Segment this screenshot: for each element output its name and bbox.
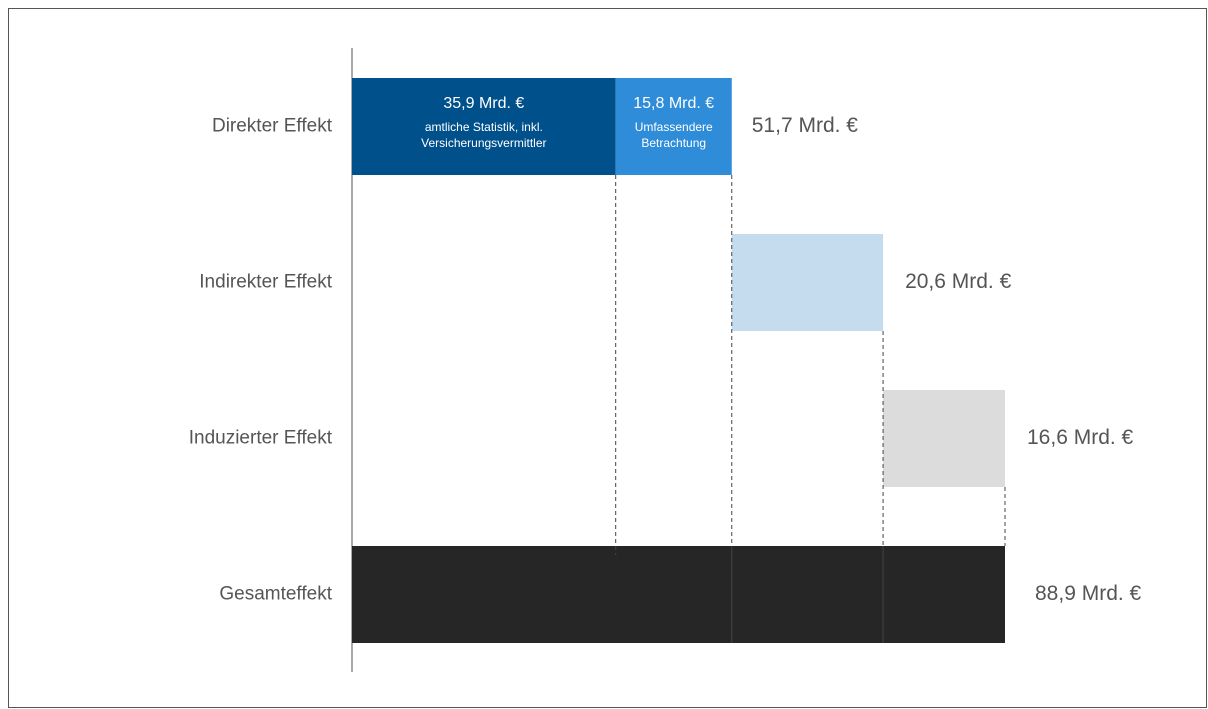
category-label: Direkter Effekt [212,116,333,137]
frame [8,8,1207,708]
sum-label: 51,7 Mrd. € [752,114,859,137]
bar-segment [352,78,616,175]
segment-note: Betrachtung [641,136,706,150]
category-label: Gesamteffekt [219,584,332,605]
bar-segment [731,234,884,331]
segment-note: Versicherungsvermittler [421,136,546,150]
value-label: 20,6 Mrd. € [905,270,1012,293]
total-label: 88,9 Mrd. € [1035,582,1142,605]
segment-value-label: 35,9 Mrd. € [443,95,524,112]
total-bar [352,546,1005,643]
category-label: Induzierter Effekt [189,428,333,449]
value-label: 16,6 Mrd. € [1027,426,1134,449]
bar-segment [615,78,732,175]
bar-segment [883,390,1005,487]
segment-note: Umfassendere [635,120,713,134]
segment-note: amtliche Statistik, inkl. [425,120,543,134]
segment-value-label: 15,8 Mrd. € [633,95,714,112]
category-label: Indirekter Effekt [199,272,332,293]
